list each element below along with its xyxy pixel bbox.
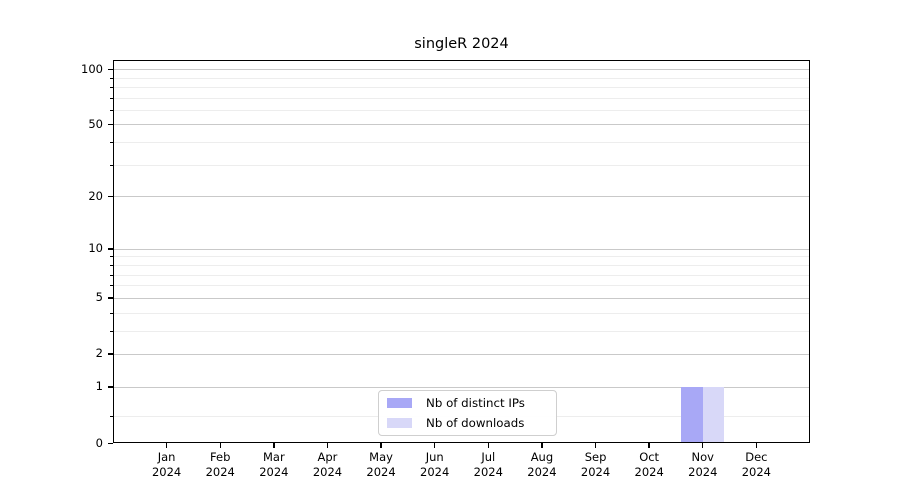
- x-tick-label: Feb 2024: [205, 450, 235, 479]
- y-grid-minor: [113, 312, 810, 314]
- legend-item-downloads: Nb of downloads: [379, 415, 556, 432]
- y-axis-tick: [108, 68, 113, 70]
- bar-distinct-ips: [681, 386, 703, 443]
- x-axis-tick: [541, 443, 543, 448]
- x-axis-tick: [273, 443, 275, 448]
- legend-label-downloads: Nb of downloads: [426, 416, 525, 430]
- y-grid-minor: [113, 142, 810, 144]
- y-axis-minor-tick: [110, 97, 113, 99]
- y-grid-minor: [113, 77, 810, 79]
- x-tick-label: May 2024: [366, 450, 396, 479]
- y-axis-minor-tick: [110, 330, 113, 332]
- y-grid-major: [113, 248, 810, 250]
- legend-swatch-distinct-ips: [387, 397, 412, 409]
- y-grid-minor: [113, 330, 810, 332]
- y-grid-major: [113, 353, 810, 355]
- x-tick-label: Apr 2024: [312, 450, 343, 479]
- y-axis-minor-tick: [110, 312, 113, 314]
- x-axis-tick: [165, 443, 168, 448]
- y-grid-major: [113, 386, 810, 388]
- y-tick-label: 10: [88, 241, 103, 256]
- y-grid-major: [113, 297, 810, 299]
- y-grid-minor: [113, 264, 810, 266]
- y-grid-major: [113, 69, 810, 71]
- y-axis-tick: [108, 195, 113, 198]
- y-grid-minor: [113, 164, 810, 166]
- x-axis-tick: [326, 443, 329, 448]
- y-grid-minor: [113, 256, 810, 258]
- legend-swatch-downloads: [387, 417, 412, 429]
- y-grid-minor: [113, 274, 810, 276]
- y-grid-minor: [113, 86, 810, 88]
- y-grid-major: [113, 196, 810, 198]
- x-axis-tick: [594, 443, 597, 448]
- x-tick-label: Nov 2024: [688, 450, 718, 479]
- y-axis-minor-tick: [110, 285, 113, 287]
- x-tick-label: Jul 2024: [473, 450, 503, 479]
- y-axis-minor-tick: [110, 415, 113, 417]
- chart-title: singleR 2024: [414, 36, 509, 52]
- legend-item-distinct-ips: Nb of distinct IPs: [379, 395, 556, 412]
- y-axis-tick: [108, 442, 113, 444]
- y-axis-tick: [108, 297, 113, 299]
- x-axis-tick: [648, 443, 650, 448]
- y-axis-minor-tick: [110, 142, 113, 144]
- y-axis-tick: [108, 386, 113, 388]
- y-axis-minor-tick: [110, 264, 113, 266]
- y-tick-label: 2: [95, 346, 103, 361]
- bar-downloads: [702, 386, 725, 443]
- y-grid-minor: [113, 285, 810, 287]
- x-axis-tick: [702, 443, 704, 448]
- y-grid-minor: [113, 109, 810, 111]
- x-axis-tick: [755, 443, 758, 448]
- y-grid-major: [113, 124, 810, 126]
- x-axis-tick: [219, 443, 221, 448]
- y-axis-minor-tick: [110, 164, 113, 166]
- legend-label-distinct-ips: Nb of distinct IPs: [426, 396, 525, 410]
- x-tick-label: Oct 2024: [634, 450, 664, 479]
- y-axis-minor-tick: [110, 77, 113, 79]
- y-tick-label: 0: [95, 435, 103, 450]
- y-axis-tick: [108, 123, 113, 126]
- y-tick-label: 100: [81, 61, 103, 76]
- x-tick-label: Jun 2024: [420, 450, 450, 479]
- y-axis-minor-tick: [110, 256, 113, 258]
- y-tick-label: 5: [95, 290, 103, 305]
- y-axis-minor-tick: [110, 274, 113, 276]
- x-tick-label: Mar 2024: [259, 450, 289, 479]
- plot-background: [113, 60, 810, 443]
- x-tick-label: Dec 2024: [741, 450, 772, 479]
- x-axis-tick: [433, 443, 436, 448]
- y-tick-label: 20: [88, 188, 103, 203]
- y-axis-minor-tick: [110, 86, 113, 88]
- x-axis-tick: [380, 443, 382, 448]
- y-axis-tick: [108, 248, 113, 250]
- y-axis-tick: [108, 353, 113, 355]
- y-tick-label: 1: [95, 379, 103, 394]
- x-tick-label: Jan 2024: [151, 450, 182, 479]
- x-tick-label: Aug 2024: [527, 450, 557, 479]
- y-axis-minor-tick: [110, 109, 113, 111]
- y-tick-label: 50: [88, 116, 103, 131]
- y-grid-minor: [113, 97, 810, 99]
- legend: Nb of distinct IPs Nb of downloads: [378, 390, 557, 436]
- x-axis-tick: [487, 443, 489, 448]
- x-tick-label: Sep 2024: [580, 450, 611, 479]
